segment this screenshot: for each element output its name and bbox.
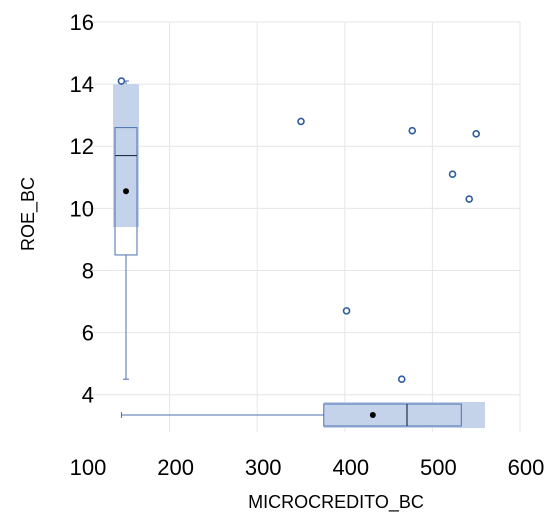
- data-points: [117, 77, 481, 383]
- data-point: [408, 126, 417, 135]
- x-box-mean: [369, 412, 376, 418]
- x-box-iqr: [323, 403, 462, 427]
- x-tick-label: 600: [508, 455, 545, 480]
- x-tick-label: 300: [245, 455, 282, 480]
- data-point: [297, 117, 305, 126]
- x-tick-label: 200: [157, 455, 194, 480]
- data-point: [448, 170, 457, 178]
- x-tick-label: 100: [70, 455, 107, 480]
- data-point: [465, 195, 473, 203]
- y-tick-label: 10: [70, 196, 94, 221]
- x-tick-label: 400: [332, 455, 369, 480]
- data-point: [342, 307, 351, 315]
- x-boxplot: [120, 402, 485, 428]
- y-tick-labels: 4 6 8 10 12 14 16: [70, 10, 94, 408]
- y-tick-label: 14: [70, 72, 94, 97]
- x-tick-labels: 100 200 300 400 500 600: [70, 455, 545, 480]
- y-tick-label: 12: [70, 134, 94, 159]
- y-tick-label: 8: [82, 258, 94, 283]
- y-axis-title: ROE_BC: [18, 177, 39, 251]
- y-tick-label: 16: [70, 10, 94, 35]
- x-box-confidence-band: [323, 402, 485, 428]
- x-tick-label: 500: [420, 455, 457, 480]
- data-point: [397, 375, 406, 383]
- y-box-mean: [123, 188, 129, 195]
- y-box-iqr: [114, 127, 138, 256]
- y-tick-label: 4: [82, 383, 94, 408]
- y-tick-label: 6: [82, 321, 94, 346]
- x-axis-title: MICROCREDITO_BC: [248, 492, 424, 513]
- data-point: [472, 130, 481, 138]
- grid-lines: [82, 21, 521, 432]
- y-boxplot: [113, 80, 139, 380]
- data-point: [117, 77, 126, 85]
